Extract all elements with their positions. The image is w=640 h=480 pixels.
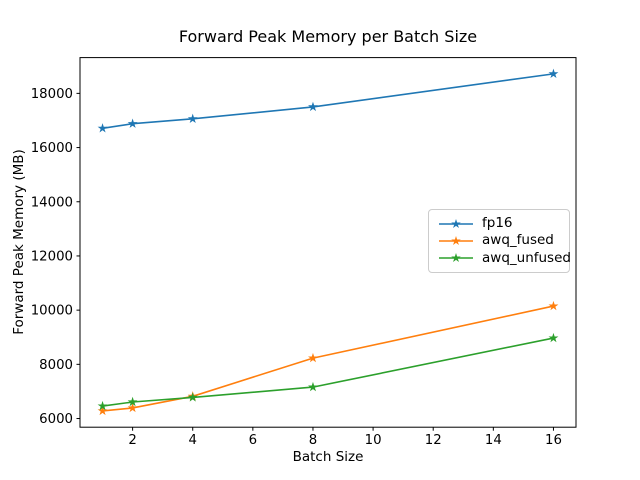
- x-tick-label: 14: [485, 433, 502, 448]
- x-tick-label: 2: [128, 433, 136, 448]
- awq-unfused-line-swatch-icon: [439, 253, 473, 263]
- x-tick-label: 12: [425, 433, 442, 448]
- y-tick-label: 10000: [31, 304, 73, 319]
- y-tick-label: 6000: [39, 412, 73, 427]
- data-point-awq_fused: [548, 300, 559, 311]
- series-line-awq_fused: [101, 305, 555, 412]
- x-tick-label: 16: [545, 433, 562, 448]
- awq-fused-line-swatch-icon: [439, 235, 473, 246]
- data-point-fp16: [548, 68, 559, 79]
- y-tick-label: 16000: [31, 141, 73, 156]
- legend-item-fp16: fp16: [438, 215, 561, 232]
- y-tick-label: 8000: [39, 358, 73, 373]
- y-tick-label: 18000: [31, 87, 73, 102]
- legend-item-awq-unfused: awq_unfused: [438, 250, 571, 267]
- legend: fp16 awq_fused awq_unfused: [428, 209, 571, 273]
- legend-star-marker: [451, 235, 461, 246]
- x-tick-label: 10: [365, 433, 382, 448]
- x-axis-label: Batch Size: [292, 449, 364, 465]
- series-line-fp16: [101, 73, 555, 130]
- legend-label: fp16: [482, 214, 513, 231]
- series-line-awq_unfused: [101, 337, 555, 407]
- data-point-awq_unfused: [127, 396, 138, 407]
- legend-star-marker: [451, 253, 461, 263]
- x-tick-label: 8: [309, 433, 317, 448]
- legend-label: awq_fused: [482, 232, 554, 249]
- data-point-awq_unfused: [308, 381, 318, 392]
- data-point-fp16: [127, 118, 138, 128]
- legend-star-marker: [451, 218, 461, 228]
- chart-title: Forward Peak Memory per Batch Size: [178, 27, 478, 46]
- y-tick-label: 12000: [31, 249, 73, 264]
- axes-frame: [79, 57, 577, 428]
- data-point-awq_fused: [127, 402, 138, 413]
- data-point-fp16: [97, 123, 108, 133]
- x-tick-label: 4: [188, 433, 196, 448]
- x-tick-label: 6: [249, 433, 257, 448]
- legend-label: awq_unfused: [482, 249, 571, 266]
- fp16-line-swatch-icon: [439, 218, 473, 228]
- data-point-awq_fused: [97, 405, 108, 416]
- data-point-awq_unfused: [97, 400, 108, 411]
- data-point-awq_fused: [308, 352, 318, 363]
- data-point-fp16: [187, 113, 198, 124]
- y-tick-label: 14000: [31, 195, 73, 210]
- data-point-awq_unfused: [548, 332, 559, 343]
- data-point-fp16: [308, 101, 318, 112]
- legend-item-awq-fused: awq_fused: [438, 232, 561, 249]
- data-point-awq_unfused: [187, 392, 198, 402]
